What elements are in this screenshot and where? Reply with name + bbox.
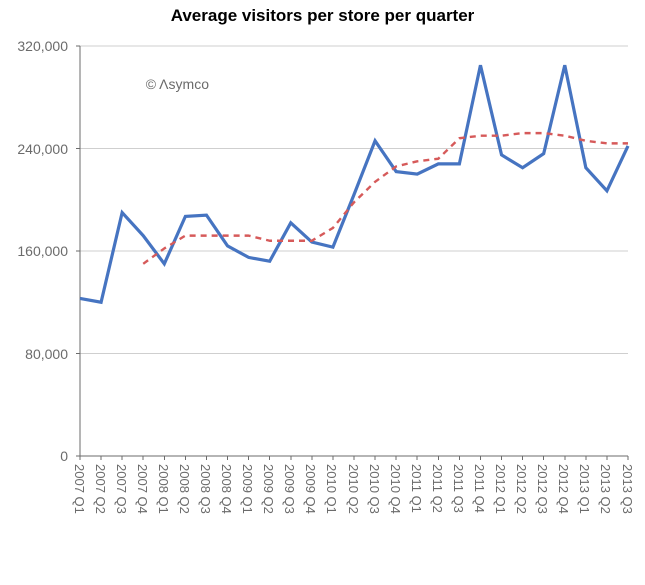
- x-tick-label: 2010 Q1: [324, 464, 339, 514]
- y-tick-label: 240,000: [0, 141, 68, 157]
- y-tick-label: 80,000: [0, 346, 68, 362]
- x-tick-label: 2010 Q2: [346, 464, 361, 514]
- x-tick-label: 2010 Q3: [367, 464, 382, 514]
- x-tick-label: 2011 Q4: [472, 464, 487, 513]
- x-tick-label: 2007 Q3: [114, 464, 129, 514]
- x-tick-label: 2007 Q1: [72, 464, 87, 514]
- x-tick-label: 2012 Q1: [493, 464, 508, 514]
- x-tick-label: 2007 Q2: [93, 464, 108, 514]
- chart-watermark: © Λsymco: [146, 76, 209, 92]
- chart-container: Average visitors per store per quarter ©…: [0, 0, 645, 585]
- x-tick-label: 2011 Q2: [430, 464, 445, 513]
- x-tick-label: 2013 Q1: [577, 464, 592, 514]
- x-tick-label: 2013 Q2: [598, 464, 613, 514]
- series-line-visitors: [80, 65, 628, 302]
- y-tick-label: 160,000: [0, 243, 68, 259]
- y-tick-label: 320,000: [0, 38, 68, 54]
- x-tick-label: 2008 Q2: [177, 464, 192, 514]
- series-line-trend-rolling-avg-: [143, 133, 628, 264]
- x-tick-label: 2013 Q3: [620, 464, 635, 514]
- y-tick-label: 0: [0, 448, 68, 464]
- x-tick-label: 2011 Q3: [451, 464, 466, 513]
- x-tick-label: 2012 Q2: [514, 464, 529, 514]
- x-tick-label: 2009 Q3: [282, 464, 297, 514]
- x-tick-label: 2010 Q4: [388, 464, 403, 514]
- x-tick-label: 2009 Q1: [240, 464, 255, 514]
- x-tick-label: 2008 Q4: [219, 464, 234, 514]
- x-tick-label: 2008 Q1: [156, 464, 171, 514]
- x-tick-label: 2007 Q4: [135, 464, 150, 514]
- x-tick-label: 2012 Q4: [556, 464, 571, 514]
- x-tick-label: 2008 Q3: [198, 464, 213, 514]
- x-tick-label: 2009 Q2: [261, 464, 276, 514]
- x-tick-label: 2009 Q4: [303, 464, 318, 514]
- x-tick-label: 2012 Q3: [535, 464, 550, 514]
- x-tick-label: 2011 Q1: [409, 464, 424, 513]
